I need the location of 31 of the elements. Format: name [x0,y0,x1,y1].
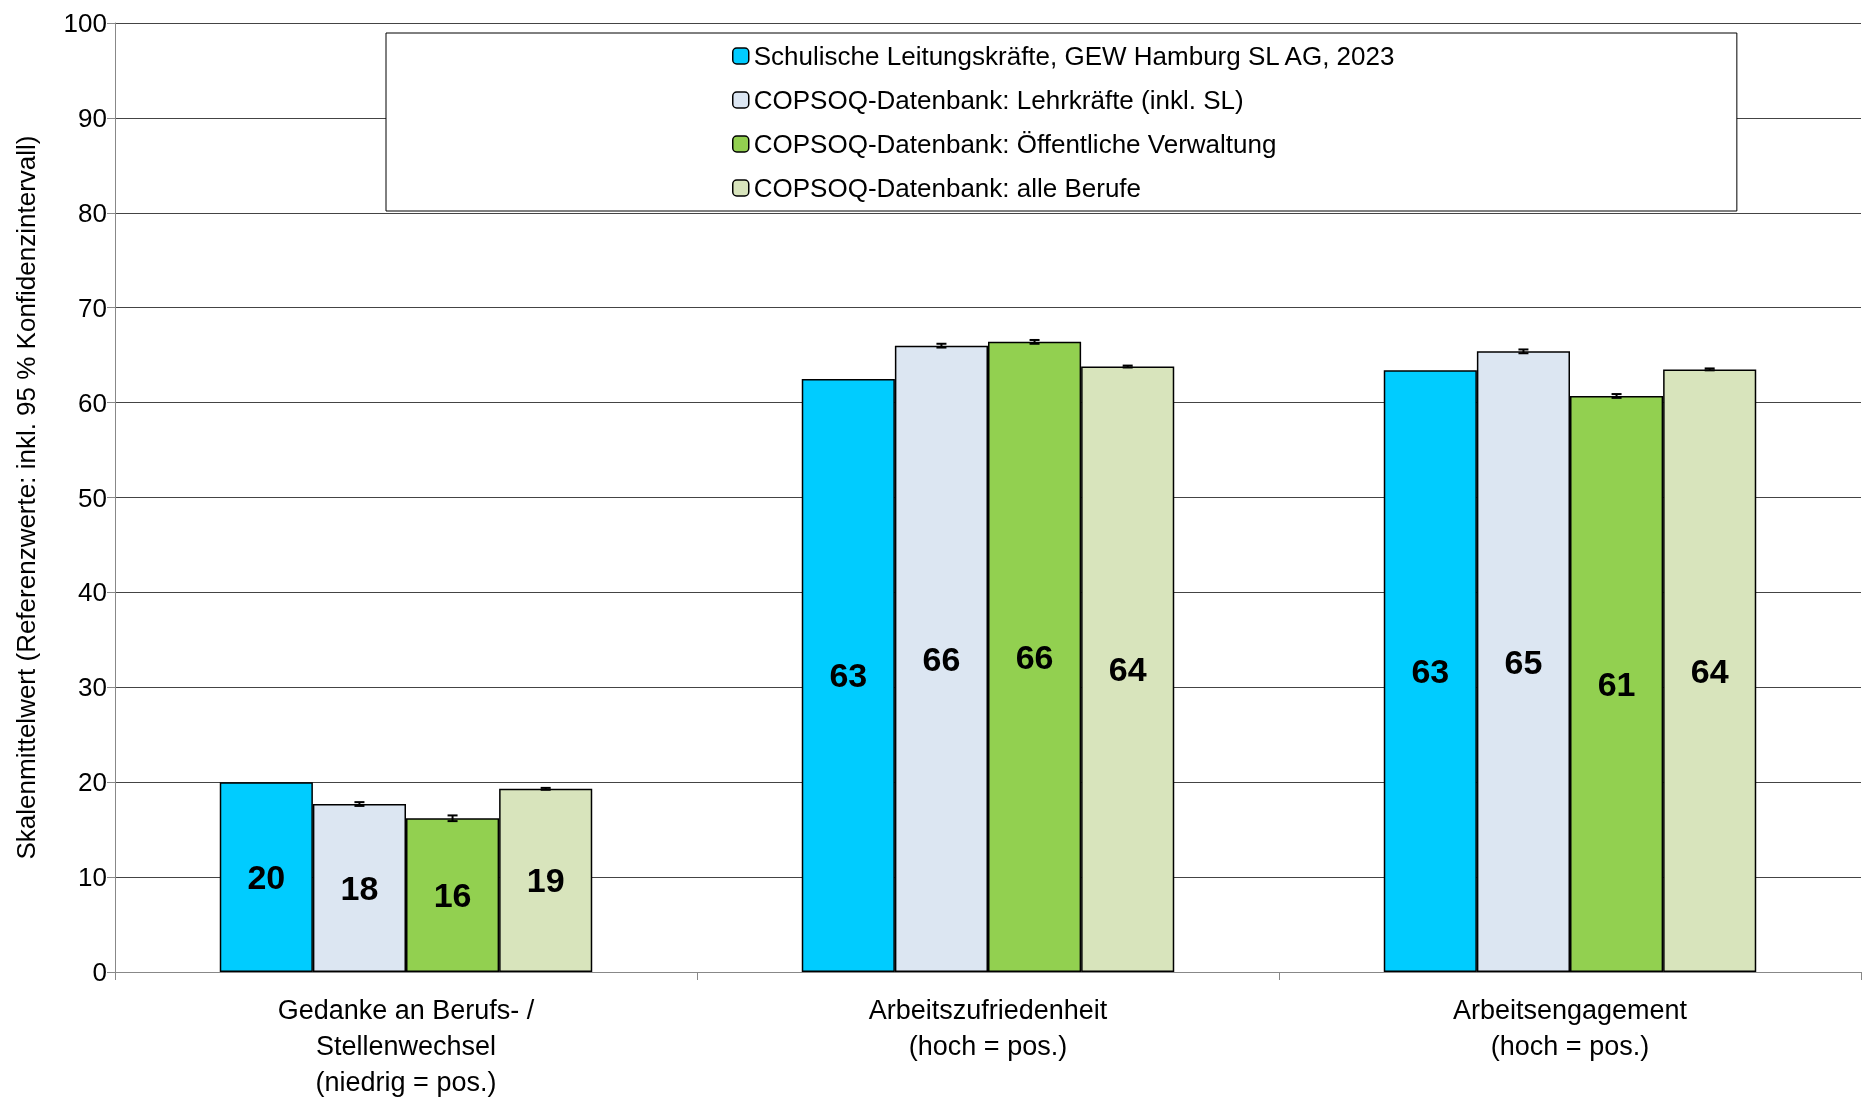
legend-label: COPSOQ-Datenbank: Lehrkräfte (inkl. SL) [753,85,1244,115]
y-tick-label: 90 [78,102,107,133]
data-label: 63 [1411,652,1450,691]
y-tick-label: 10 [78,862,107,893]
y-tick-label: 20 [78,767,107,798]
y-tick-label: 80 [78,197,107,228]
data-label: 20 [247,858,286,897]
data-label: 61 [1597,664,1636,703]
data-label: 65 [1504,642,1543,681]
y-tick-label: 100 [63,8,107,38]
legend-label: COPSOQ-Datenbank: Öffentliche Verwaltung [753,129,1277,159]
data-label: 19 [526,861,565,900]
y-tick-label: 30 [78,672,107,703]
data-label: 63 [829,656,868,695]
data-label: 66 [922,639,961,678]
y-axis-title: Skalenmittelwert (Referenzwerte: inkl. 95 % Konfidenzintervall) [11,135,41,860]
y-tick-label: 0 [92,957,107,987]
y-tick-label: 60 [78,387,107,418]
x-tick-label: Arbeitszufriedenheit (hoch = pos.) [868,995,1108,1061]
y-tick-label: 70 [78,292,107,323]
y-tick-label: 40 [78,577,107,608]
data-label: 66 [1015,637,1054,676]
data-label: 16 [433,876,472,915]
x-tick-label: Arbeitsengagement (hoch = pos.) [1452,995,1688,1061]
legend-label: Schulische Leitungskräfte, GEW Hamburg SL AG, 2023 [753,41,1395,71]
x-tick-label: Gedanke an Berufs- / Stellenwechsel (niedrig = pos.) [277,995,535,1097]
data-label: 64 [1690,651,1729,690]
data-label: 64 [1108,650,1147,689]
y-tick-label: 50 [78,482,107,513]
data-label: 18 [340,869,379,908]
legend-label: COPSOQ-Datenbank: alle Berufe [753,173,1142,203]
